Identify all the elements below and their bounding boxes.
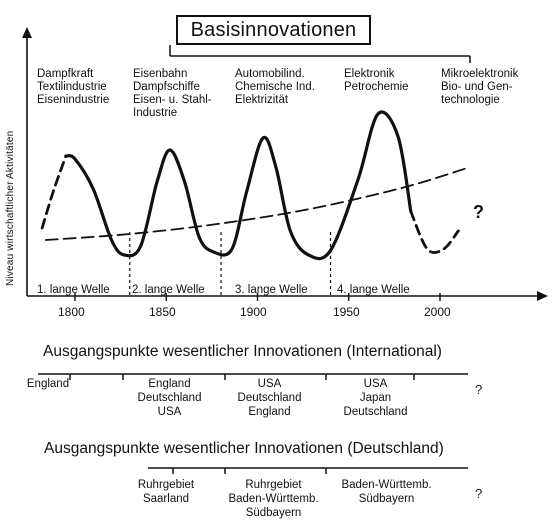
innovation-line: Eisenbahn	[133, 68, 188, 80]
x-axis-arrow	[537, 291, 548, 301]
international-group: England	[24, 377, 72, 391]
wave-dashed-extension	[409, 210, 460, 254]
region-line: Baden-Württemb.	[228, 493, 319, 505]
wave-dashed-extension	[40, 154, 68, 230]
page-title: Basisinnovationen	[176, 15, 371, 45]
country-line: Deutschland	[137, 392, 202, 404]
country-line: England	[26, 378, 70, 390]
innovation-line: Elektrizität	[235, 94, 289, 106]
series-paths	[40, 110, 469, 261]
country-line: USA	[363, 378, 388, 390]
innovation-line: Industrie	[133, 107, 178, 119]
country-line: England	[248, 406, 291, 418]
international-group: USA Deutschland England	[222, 377, 317, 419]
country-line: Japan	[359, 392, 392, 404]
innovation-line: Eisenindustrie	[37, 94, 110, 106]
trend-dashed-line	[44, 167, 469, 241]
region-line: Baden-Württemb.	[341, 479, 432, 491]
x-tick-label: 1950	[333, 305, 360, 319]
wave-curve	[64, 110, 413, 261]
innovation-block-2: Eisenbahn Dampfschiffe Eisen- u. Stahl- …	[133, 68, 212, 120]
innovation-line: technologie	[441, 94, 500, 106]
country-line: USA	[257, 378, 282, 390]
x-tick-marks	[74, 293, 441, 301]
germany-group: Ruhrgebiet Saarland	[120, 478, 212, 506]
country-line: Deutschland	[237, 392, 302, 404]
region-line: Ruhrgebiet	[245, 479, 302, 491]
future-question-mark: ?	[473, 202, 484, 222]
innovation-block-4: Elektronik Petrochemie	[344, 68, 409, 94]
innovation-block-3: Automobilind. Chemische Ind. Elektrizitä…	[235, 68, 315, 107]
germany-title: Ausgangspunkte wesentlicher Innovationen…	[44, 440, 444, 457]
innovation-line: Bio- und Gen-	[441, 81, 513, 93]
x-tick-label: 1850	[149, 305, 176, 319]
innovation-line: Dampfkraft	[37, 68, 94, 80]
wave-label-3: 3. lange Welle	[235, 284, 308, 296]
international-group: USA Japan Deutschland	[328, 377, 423, 419]
innovation-line: Eisen- u. Stahl-	[133, 94, 212, 106]
x-tick-label: 1900	[240, 305, 267, 319]
international-group: England Deutschland USA	[122, 377, 217, 419]
innovation-line: Dampfschiffe	[133, 81, 200, 93]
region-line: Ruhrgebiet	[137, 479, 195, 491]
wave-separators	[129, 232, 332, 296]
x-tick-label: 2000	[424, 305, 451, 319]
innovation-line: Petrochemie	[344, 81, 409, 93]
international-title: Ausgangspunkte wesentlicher Innovationen…	[43, 343, 442, 360]
innovation-line: Automobilind.	[235, 68, 305, 80]
region-line: Saarland	[142, 493, 190, 505]
innovation-line: Textilindustrie	[37, 81, 107, 93]
x-tick-label: 1800	[58, 305, 85, 319]
innovation-line: Elektronik	[344, 68, 395, 80]
germany-group: Baden-Württemb. Südbayern	[334, 478, 439, 506]
innovation-line: Chemische Ind.	[235, 81, 315, 93]
innovation-line: Mikroelektronik	[441, 68, 519, 80]
wave-label-4: 4. lange Welle	[337, 284, 410, 296]
country-line: Deutschland	[343, 406, 408, 418]
wave-label-2: 2. lange Welle	[132, 284, 205, 296]
region-line: Südbayern	[245, 507, 302, 519]
region-line: Südbayern	[358, 493, 415, 505]
y-axis-arrow	[22, 27, 32, 38]
germany-question-mark: ?	[475, 486, 483, 501]
wave-label-1: 1. lange Welle	[37, 284, 110, 296]
country-line: USA	[157, 406, 182, 418]
germany-group: Ruhrgebiet Baden-Württemb. Südbayern	[221, 478, 326, 520]
country-line: England	[148, 378, 191, 390]
innovation-block-5: Mikroelektronik Bio- und Gen- technologi…	[441, 68, 518, 107]
innovation-block-1: Dampfkraft Textilindustrie Eisenindustri…	[37, 68, 109, 107]
international-question-mark: ?	[475, 382, 483, 397]
